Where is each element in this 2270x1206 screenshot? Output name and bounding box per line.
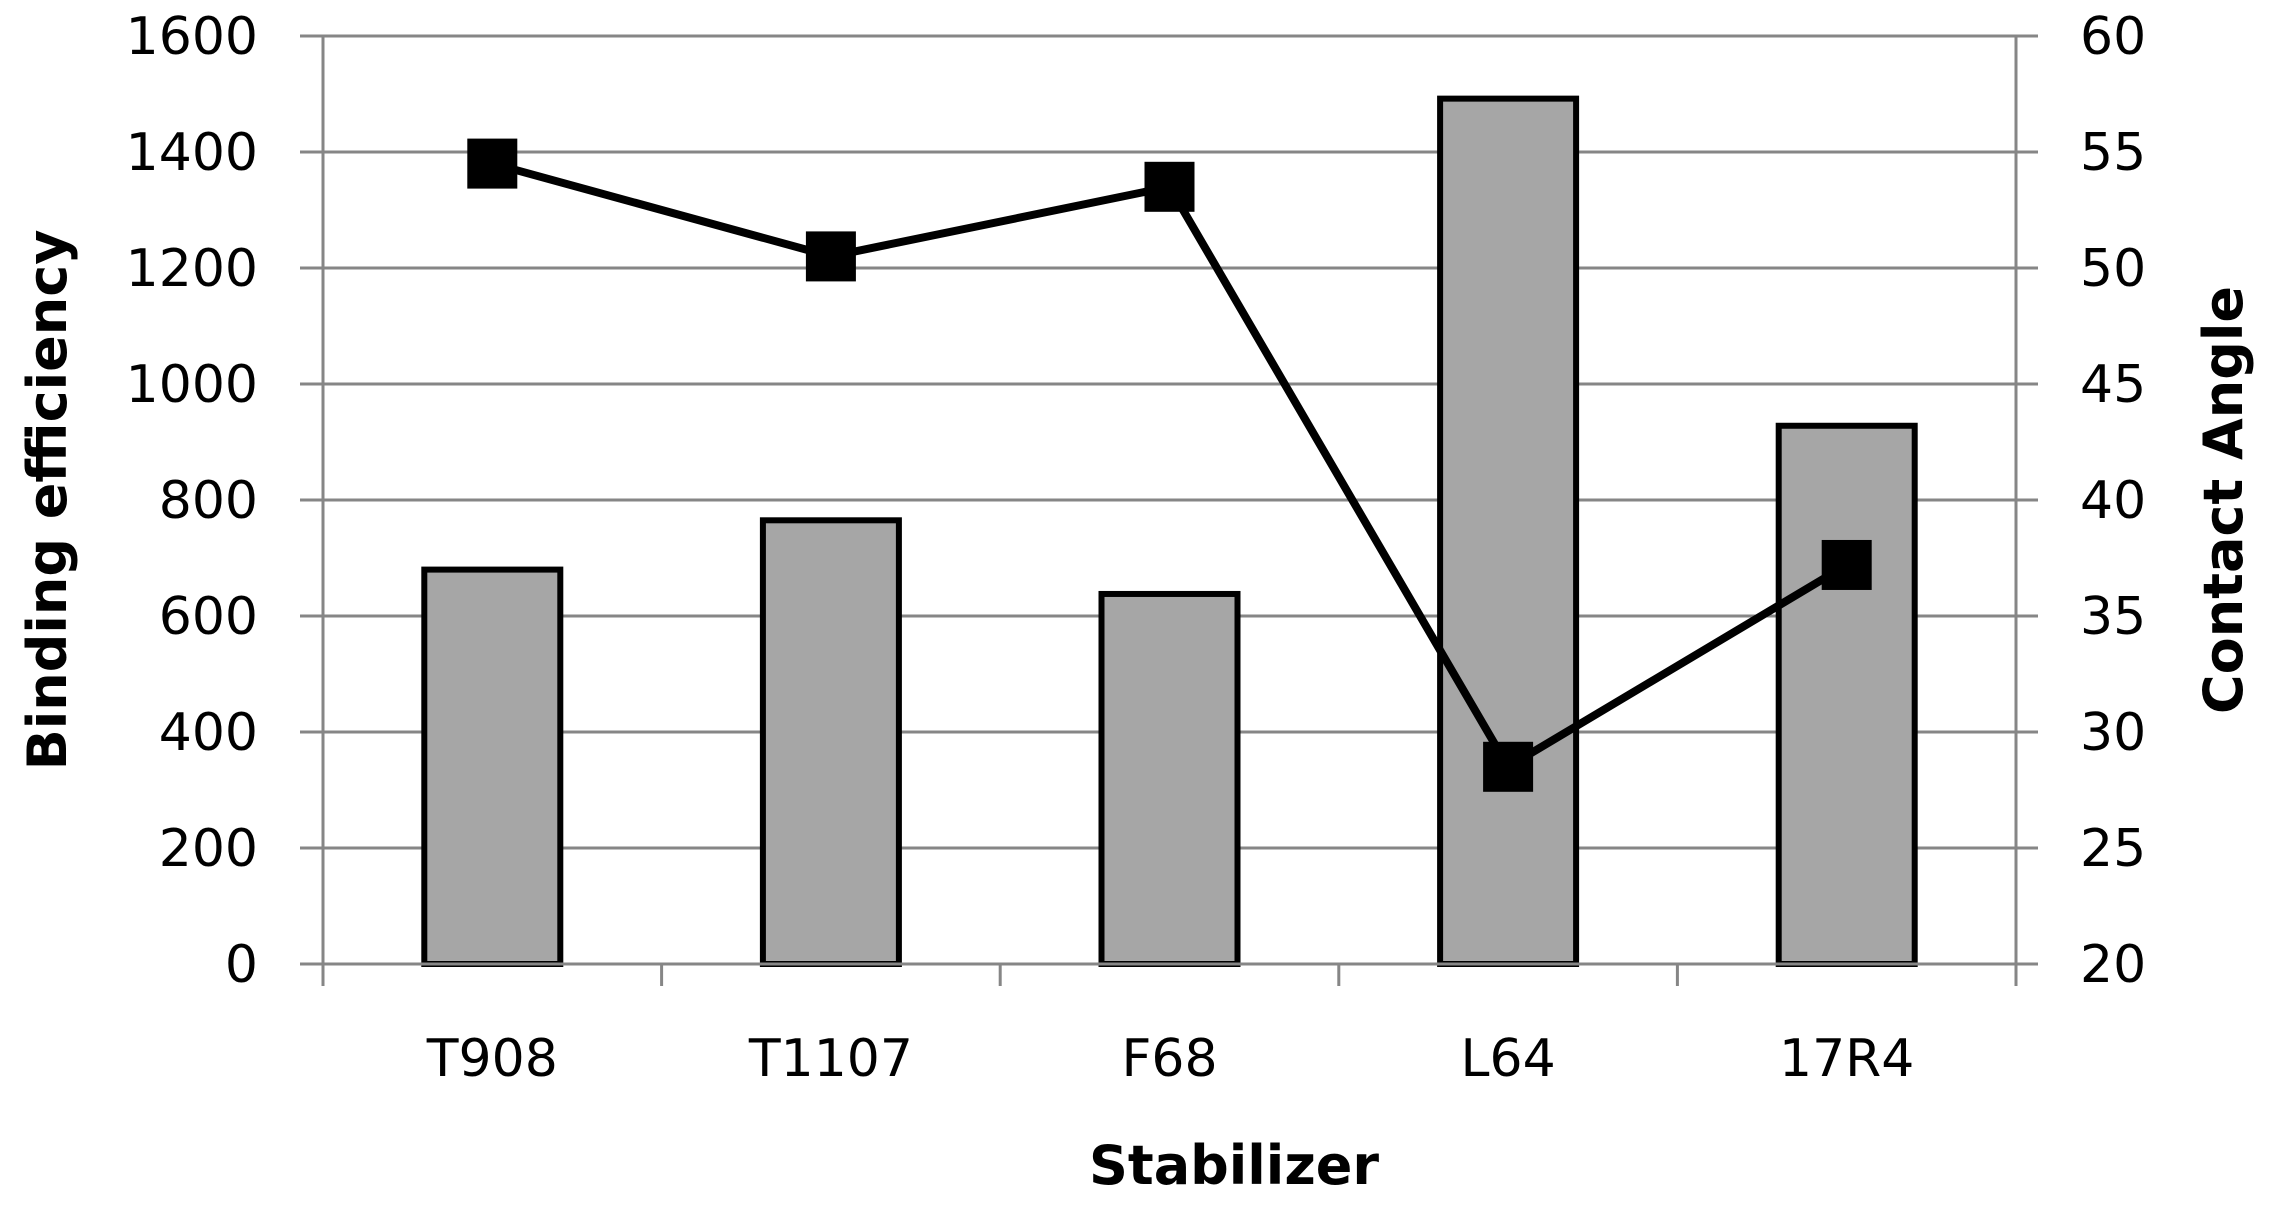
y-tick-label: 400 [159, 703, 258, 763]
x-axis-ticks: T908 T1107 F68 L64 17R4 [426, 1029, 1915, 1089]
x-tick-label: T1107 [748, 1029, 913, 1089]
bar [1775, 422, 1918, 967]
y2-tick-label: 35 [2080, 587, 2146, 647]
line-marker [467, 138, 518, 189]
y-axis-title: Binding efficiency [16, 230, 79, 771]
y2-tick-label: 25 [2080, 819, 2146, 879]
y-tick-label: 800 [159, 471, 258, 531]
y-tick-label: 0 [225, 935, 258, 995]
x-axis-title: Stabilizer [1089, 1134, 1379, 1197]
bar [1098, 590, 1241, 968]
bar [759, 517, 902, 967]
line-series [467, 138, 1872, 792]
y2-tick-label: 45 [2080, 355, 2146, 415]
x-tick-label: 17R4 [1779, 1029, 1914, 1089]
x-tick-label: L64 [1461, 1029, 1556, 1089]
x-tick-label: F68 [1121, 1029, 1217, 1089]
y2-tick-label: 40 [2080, 471, 2146, 531]
y-axis-ticks: 0 200 400 600 800 1000 1200 1400 1600 [126, 7, 258, 995]
y2-tick-label: 30 [2080, 703, 2146, 763]
y-tick-label: 600 [159, 587, 258, 647]
y-tick-label: 1600 [126, 7, 258, 67]
y2-tick-label: 60 [2080, 7, 2146, 67]
axes [300, 34, 2038, 986]
line-marker [1821, 539, 1872, 590]
y2-axis-ticks: 20 25 30 35 40 45 50 55 60 [2080, 7, 2146, 995]
line-marker [1144, 161, 1195, 212]
y2-tick-label: 55 [2080, 123, 2146, 183]
line-marker [1483, 741, 1534, 792]
bar [1437, 95, 1580, 967]
y-tick-label: 1200 [126, 239, 258, 299]
bar-series [421, 95, 1918, 968]
y-tick-label: 1400 [126, 123, 258, 183]
y-tick-label: 1000 [126, 355, 258, 415]
y2-tick-label: 20 [2080, 935, 2146, 995]
x-tick-label: T908 [426, 1029, 558, 1089]
line-marker [805, 231, 856, 282]
bar [421, 566, 564, 967]
y2-axis-title: Contact Angle [2192, 286, 2255, 714]
y-tick-label: 200 [159, 819, 258, 879]
y2-tick-label: 50 [2080, 239, 2146, 299]
